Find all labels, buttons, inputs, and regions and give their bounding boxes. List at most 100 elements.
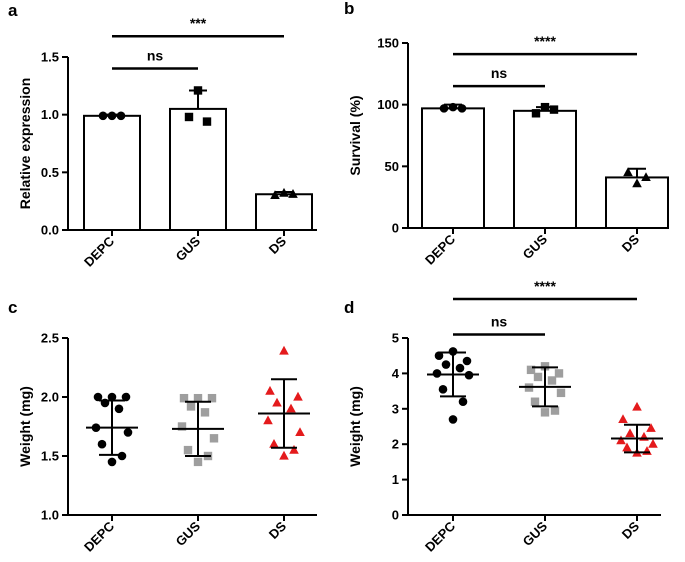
data-point: [107, 457, 117, 467]
data-point: [632, 178, 642, 188]
x-tick-label: DS: [619, 231, 643, 255]
y-tick-label: 4: [392, 366, 400, 381]
bar: [255, 193, 313, 232]
data-point: [293, 391, 303, 401]
data-point: [540, 102, 550, 112]
data-point: [193, 457, 203, 467]
data-point: [207, 393, 217, 403]
data-point: [288, 189, 298, 198]
data-point: [549, 105, 559, 114]
data-point: [462, 356, 472, 366]
bar: [169, 107, 227, 231]
y-axis-label: Relative expression: [17, 78, 33, 210]
data-point: [458, 397, 468, 407]
data-point: [455, 363, 465, 373]
y-tick-label: 1.5: [41, 449, 59, 464]
data-point: [289, 444, 299, 454]
data-point: [530, 397, 540, 406]
x-tick-label: DS: [266, 518, 290, 542]
y-axis-label: Weight (mg): [17, 386, 33, 467]
y-tick-label: 2: [392, 437, 399, 452]
data-point: [107, 111, 117, 121]
data-point: [186, 402, 196, 411]
data-point: [209, 434, 219, 443]
data-point: [632, 401, 642, 411]
data-point: [533, 372, 543, 382]
y-tick-label: 1.0: [41, 508, 59, 523]
data-point: [107, 392, 117, 402]
data-point: [526, 365, 536, 375]
y-tick-label: 1.5: [41, 50, 59, 65]
data-point: [540, 408, 550, 417]
significance-label: ns: [491, 313, 508, 329]
y-tick-label: 3: [392, 401, 399, 416]
data-point: [177, 422, 187, 431]
panel-d: d 0 1 2 3 4 5 Weight (mg) DEPC GUS DS ns ****: [344, 278, 663, 555]
y-tick-label: 50: [385, 159, 399, 174]
panel-c: c 1.0 1.5 2.0 2.5 Weight (mg) DEPC GUS DS: [8, 298, 317, 555]
y-tick-label: 1: [392, 472, 399, 487]
data-point: [432, 369, 442, 378]
panel-b: b 0 50 100 150 Survival (%) DEPC GUS DS ns ****: [344, 0, 669, 268]
data-point: [448, 415, 458, 424]
data-point: [441, 360, 451, 369]
significance-label: ***: [190, 15, 207, 31]
panel-label: a: [8, 1, 18, 20]
data-point: [648, 439, 658, 448]
data-point: [646, 423, 656, 432]
x-tick-label: GUS: [173, 518, 204, 549]
y-tick-label: 0: [392, 508, 399, 523]
panel-label: c: [8, 298, 17, 317]
data-point: [279, 450, 289, 460]
y-tick-label: 0: [392, 221, 399, 236]
x-tick-label: DEPC: [422, 231, 459, 268]
data-point: [265, 385, 275, 395]
data-point: [184, 112, 194, 122]
y-tick-label: 100: [377, 97, 399, 112]
x-tick-label: DEPC: [81, 518, 118, 555]
data-point: [179, 393, 189, 403]
data-point: [123, 428, 133, 437]
data-point: [121, 392, 131, 402]
data-point: [272, 397, 282, 407]
data-point: [448, 347, 458, 356]
x-tick-label: DS: [266, 233, 290, 257]
significance-label: ****: [534, 278, 556, 294]
data-point: [540, 362, 550, 371]
data-point: [200, 408, 210, 417]
bar: [421, 107, 485, 229]
data-point: [270, 190, 280, 199]
y-tick-label: 1.0: [41, 107, 59, 122]
data-point: [263, 415, 273, 425]
data-point: [183, 445, 193, 455]
data-point: [550, 406, 560, 415]
data-point: [439, 104, 449, 113]
x-tick-label: DS: [619, 518, 643, 542]
data-point: [457, 104, 467, 113]
data-point: [556, 388, 566, 398]
y-tick-label: 2.5: [41, 331, 59, 346]
x-tick-label: DEPC: [422, 518, 459, 555]
bar: [83, 114, 141, 231]
data-point: [623, 167, 633, 177]
data-point: [116, 111, 126, 121]
x-tick-label: GUS: [520, 518, 551, 549]
data-point: [279, 345, 289, 355]
data-point: [114, 404, 124, 414]
data-point: [641, 172, 651, 182]
panel-label: b: [344, 0, 354, 18]
data-point: [202, 117, 212, 126]
y-tick-label: 0.0: [41, 223, 59, 238]
data-point: [618, 414, 628, 424]
data-point: [193, 393, 203, 403]
data-point: [295, 427, 305, 436]
significance-label: ns: [491, 65, 508, 81]
data-point: [622, 442, 632, 452]
bar: [513, 109, 577, 229]
significance-label: ****: [534, 33, 556, 49]
data-point: [93, 392, 103, 402]
x-tick-label: GUS: [173, 233, 204, 264]
y-tick-label: 5: [392, 331, 399, 346]
data-point: [616, 435, 626, 445]
